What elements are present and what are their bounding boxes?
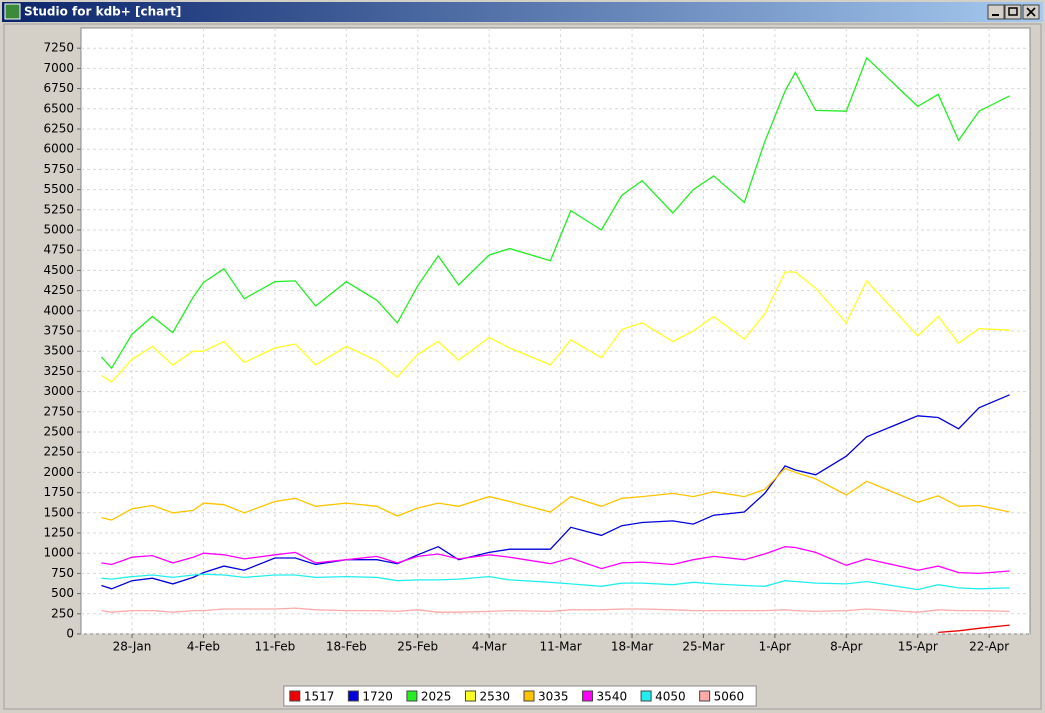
- legend-label: 1517: [304, 690, 335, 704]
- legend-swatch: [640, 690, 652, 702]
- y-tick-label: 3250: [43, 364, 74, 378]
- minimize-button[interactable]: [987, 4, 1005, 20]
- y-tick-label: 6500: [43, 101, 74, 115]
- y-tick-label: 4250: [43, 283, 74, 297]
- y-tick-label: 0: [66, 627, 74, 641]
- x-tick-label: 11-Feb: [254, 640, 295, 654]
- series-line: [101, 271, 1010, 383]
- y-tick-label: 750: [51, 566, 74, 580]
- y-tick-label: 1750: [43, 485, 74, 499]
- legend-swatch: [699, 690, 711, 702]
- series-line: [101, 607, 1010, 613]
- window-buttons: [987, 4, 1040, 20]
- y-tick-label: 2250: [43, 445, 74, 459]
- legend-label: 5060: [714, 690, 745, 704]
- legend-label: 2530: [479, 690, 510, 704]
- y-tick-label: 3500: [43, 344, 74, 358]
- legend-label: 2025: [421, 690, 452, 704]
- legend-swatch: [464, 690, 476, 702]
- y-tick-label: 6250: [43, 122, 74, 136]
- y-tick-label: 4000: [43, 303, 74, 317]
- y-tick-label: 2750: [43, 404, 74, 418]
- app-icon: [4, 3, 21, 20]
- close-icon: [1026, 7, 1036, 17]
- y-tick-label: 7000: [43, 61, 74, 75]
- x-tick-label: 22-Apr: [969, 640, 1009, 654]
- y-tick-label: 6000: [43, 142, 74, 156]
- legend-label: 4050: [655, 690, 686, 704]
- x-tick-label: 25-Feb: [397, 640, 438, 654]
- x-tick-label: 1-Apr: [759, 640, 792, 654]
- y-tick-label: 5000: [43, 223, 74, 237]
- y-tick-label: 1500: [43, 505, 74, 519]
- y-tick-label: 2000: [43, 465, 74, 479]
- window-title: Studio for kdb+ [chart]: [24, 5, 181, 19]
- series-line: [938, 624, 1010, 634]
- legend-box: [283, 685, 757, 707]
- y-tick-label: 1000: [43, 546, 74, 560]
- x-tick-label: 25-Mar: [682, 640, 724, 654]
- y-tick-label: 250: [51, 606, 74, 620]
- series-line: [101, 467, 1010, 521]
- y-tick-label: 7250: [43, 41, 74, 55]
- legend-swatch: [406, 690, 418, 702]
- x-tick-label: 15-Apr: [898, 640, 938, 654]
- x-tick-label: 18-Mar: [611, 640, 653, 654]
- series-line: [101, 394, 1010, 590]
- legend-swatch: [523, 690, 535, 702]
- x-tick-label: 4-Mar: [472, 640, 507, 654]
- x-tick-label: 4-Feb: [187, 640, 220, 654]
- y-tick-label: 4500: [43, 263, 74, 277]
- y-tick-label: 3750: [43, 324, 74, 338]
- maximize-icon: [1008, 7, 1018, 16]
- legend-swatch: [289, 690, 301, 702]
- legend: 1517 1720 2025 2530 3035 3540 4050 5060: [283, 685, 757, 707]
- legend-swatch: [347, 690, 359, 702]
- legend-label: 3035: [538, 690, 569, 704]
- y-tick-label: 1250: [43, 526, 74, 540]
- y-tick-label: 3000: [43, 384, 74, 398]
- x-tick-label: 8-Apr: [830, 640, 863, 654]
- series-line: [100, 56, 1010, 370]
- title-bar: [2, 2, 1043, 22]
- y-tick-label: 5750: [43, 162, 74, 176]
- legend-label: 3540: [597, 690, 628, 704]
- x-tick-label: 11-Mar: [539, 640, 581, 654]
- legend-swatch: [582, 690, 594, 702]
- y-tick-label: 500: [51, 586, 74, 600]
- series-line: [101, 546, 1010, 575]
- x-tick-label: 18-Feb: [326, 640, 367, 654]
- maximize-button[interactable]: [1004, 4, 1022, 20]
- y-tick-label: 6750: [43, 81, 74, 95]
- series-line: [101, 573, 1010, 591]
- y-tick-label: 5250: [43, 202, 74, 216]
- legend-label: 1720: [362, 690, 393, 704]
- x-tick-label: 28-Jan: [113, 640, 152, 654]
- y-tick-label: 5500: [43, 182, 74, 196]
- y-tick-label: 4750: [43, 243, 74, 257]
- y-tick-label: 2500: [43, 425, 74, 439]
